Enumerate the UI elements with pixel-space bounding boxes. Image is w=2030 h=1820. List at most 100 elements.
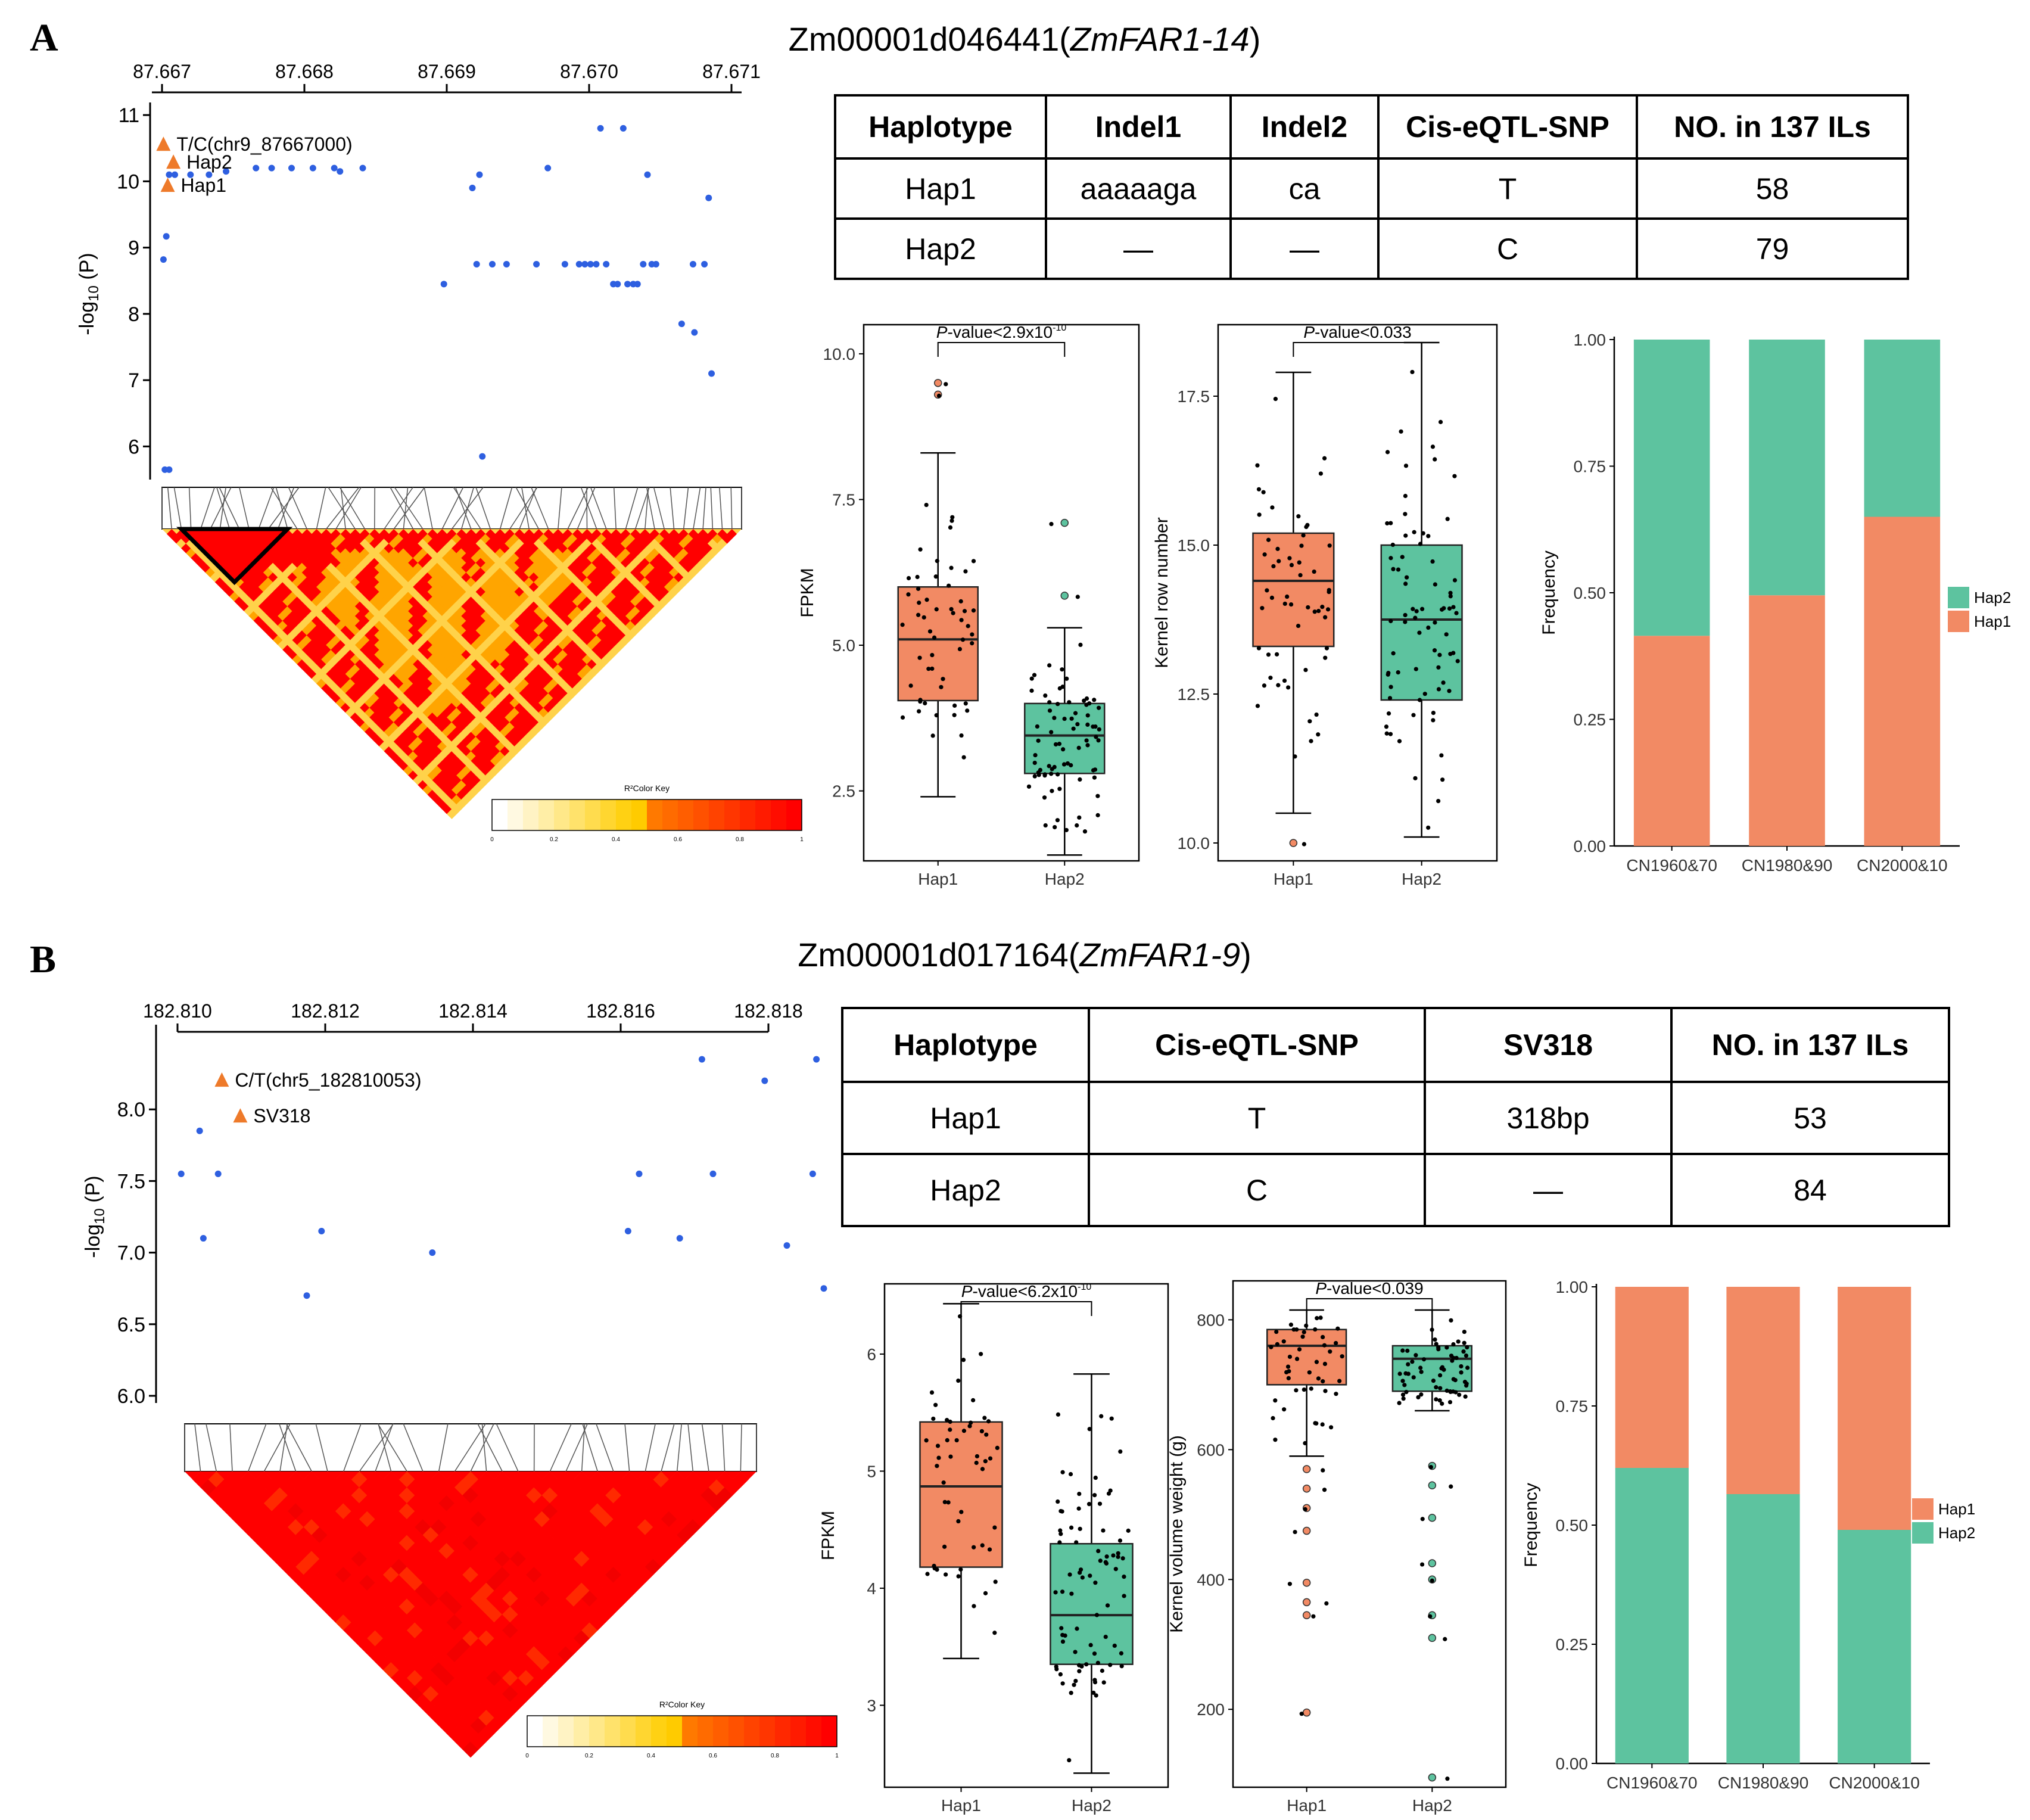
ld-diagonal-cell	[297, 529, 307, 534]
snp-point	[533, 260, 540, 267]
data-point	[941, 1480, 946, 1485]
snp-point	[644, 171, 651, 178]
ld-connector-line	[693, 487, 701, 530]
annotation-label: SV318	[253, 1105, 310, 1127]
data-point	[956, 1519, 961, 1524]
color-key-swatch	[574, 1716, 590, 1747]
data-point	[971, 608, 976, 613]
y-axis-title: -log10 (P)	[82, 1175, 108, 1258]
ld-diagonal-cell	[740, 1471, 756, 1480]
data-point	[1322, 1343, 1327, 1348]
data-point	[1082, 829, 1088, 834]
ld-connector-line	[710, 487, 714, 530]
data-point	[1318, 1315, 1323, 1320]
data-point	[1293, 754, 1297, 759]
table-header-cell: NO. in 137 ILs	[1670, 1007, 1950, 1083]
data-point	[944, 382, 948, 387]
data-point	[1403, 620, 1408, 624]
snp-point	[678, 321, 685, 328]
data-point	[1052, 715, 1057, 720]
data-point	[1256, 487, 1262, 491]
data-point	[1059, 1626, 1064, 1631]
y-tick-label: 7	[128, 369, 139, 392]
ld-diagonal-cell	[423, 1471, 439, 1480]
ld-diagonal-cell	[664, 529, 674, 534]
outlier-point	[1428, 1514, 1437, 1522]
data-point	[1334, 1392, 1338, 1396]
data-point	[1313, 1421, 1318, 1426]
color-key-swatch	[693, 799, 709, 830]
ld-connector-line	[239, 487, 250, 530]
color-key-swatch	[771, 799, 787, 830]
data-point	[1047, 700, 1052, 705]
data-point	[1303, 667, 1308, 673]
data-point	[1073, 1650, 1078, 1654]
ld-diagonal-cell	[328, 1471, 344, 1480]
ld-diagonal-cell	[693, 1471, 709, 1480]
data-point	[1465, 1365, 1470, 1370]
outlier-point	[1060, 518, 1069, 527]
data-point	[1119, 1651, 1124, 1656]
y-tick-label: 5	[867, 1462, 876, 1480]
data-point	[1035, 724, 1039, 729]
snp-point	[214, 1170, 222, 1177]
data-point	[984, 1432, 989, 1437]
data-point	[972, 1545, 976, 1550]
data-point	[1260, 606, 1265, 611]
data-point	[1113, 1567, 1118, 1572]
y-tick-label: 10	[117, 170, 139, 193]
ld-connector-line	[645, 1423, 656, 1472]
data-point	[1053, 825, 1057, 830]
legend-swatch	[1912, 1498, 1934, 1520]
data-point	[1057, 786, 1062, 791]
table-header-cell: Haplotype	[841, 1007, 1090, 1083]
ld-diagonal-cell	[232, 1471, 248, 1480]
table-cell: 318bp	[1424, 1081, 1673, 1155]
ld-connector-line	[481, 1423, 487, 1472]
data-point	[908, 683, 913, 688]
data-point	[1438, 1386, 1443, 1390]
data-point	[1299, 1712, 1304, 1716]
data-point	[963, 569, 968, 574]
data-point	[958, 599, 963, 603]
data-point	[941, 677, 945, 682]
snp-point	[318, 1228, 325, 1235]
color-key-swatch	[631, 799, 647, 830]
panel-a-title: Zm00001d046441(ZmFAR1-14)	[789, 20, 1261, 58]
data-point	[1071, 726, 1076, 731]
ld-connector-line	[653, 487, 665, 530]
legend-swatch	[1912, 1522, 1934, 1544]
color-key-tick: 0.4	[647, 1753, 655, 1759]
data-point	[1271, 564, 1276, 569]
data-point	[1436, 665, 1441, 670]
color-key-swatch	[569, 799, 586, 830]
ld-diagonal-cell	[490, 529, 500, 534]
y-tick-label: 0.25	[1574, 711, 1606, 729]
ld-diagonal-cell	[248, 1471, 264, 1480]
ld-diagonal-cell	[295, 1471, 312, 1480]
snp-point	[187, 171, 194, 178]
data-point	[1431, 1378, 1436, 1383]
data-point	[1077, 1669, 1082, 1673]
y-tick-label: 200	[1197, 1700, 1225, 1719]
ld-diagonal-cell	[534, 1471, 550, 1480]
ld-connector-line	[279, 1423, 288, 1472]
data-point	[1296, 623, 1301, 629]
table-header-cell: Haplotype	[834, 94, 1047, 160]
data-point	[1078, 777, 1082, 782]
x-tick-label: 87.667	[133, 61, 191, 82]
ld-connector-line	[683, 487, 689, 530]
data-point	[1314, 712, 1319, 717]
x-tick-label: Hap1	[941, 1796, 981, 1815]
data-point	[1436, 799, 1441, 804]
data-point	[1050, 789, 1054, 794]
data-point	[1122, 1574, 1126, 1579]
data-point	[1322, 1488, 1327, 1492]
data-point	[924, 502, 929, 508]
table-cell: aaaaaga	[1045, 157, 1232, 220]
data-point	[1384, 731, 1389, 736]
data-point	[1276, 559, 1281, 564]
data-point	[1105, 1603, 1110, 1608]
data-point	[1434, 1342, 1439, 1346]
y-tick-label: 10.0	[823, 345, 856, 363]
